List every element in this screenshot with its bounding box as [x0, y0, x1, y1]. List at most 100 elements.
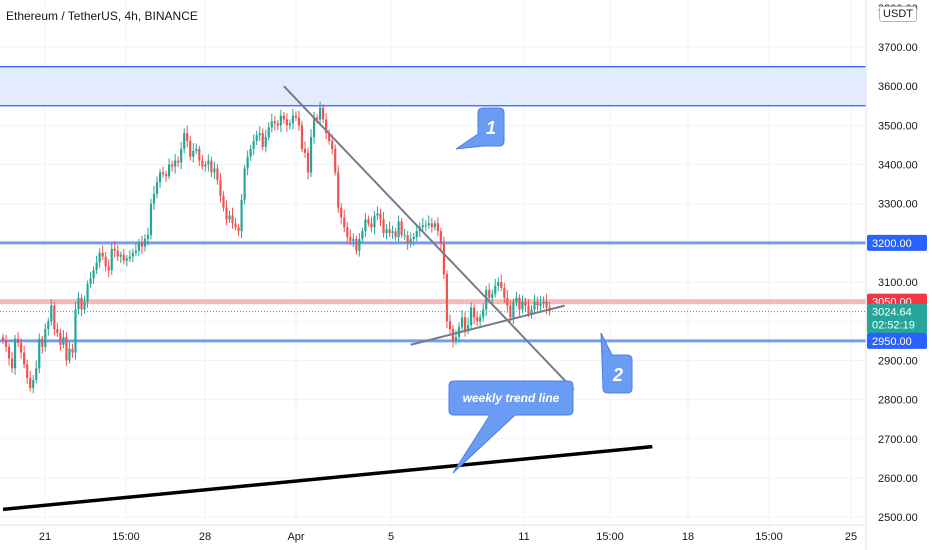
candle-body[interactable]	[276, 123, 279, 126]
candle-body[interactable]	[403, 235, 406, 237]
candle-body[interactable]	[177, 160, 180, 163]
candle-body[interactable]	[158, 172, 162, 183]
candle-body[interactable]	[65, 336, 68, 361]
candle-body[interactable]	[32, 380, 35, 388]
candle-body[interactable]	[355, 238, 358, 251]
candle-body[interactable]	[421, 225, 424, 228]
candle-body[interactable]	[125, 258, 128, 261]
candle-body[interactable]	[367, 219, 370, 224]
candle-body[interactable]	[364, 219, 367, 232]
candle-body[interactable]	[539, 303, 542, 306]
candle-body[interactable]	[216, 168, 219, 181]
candle-body[interactable]	[119, 254, 122, 257]
candle-body[interactable]	[524, 301, 527, 306]
candle-body[interactable]	[397, 221, 400, 238]
candle-body[interactable]	[189, 141, 192, 157]
candle-body[interactable]	[515, 297, 518, 302]
candle-body[interactable]	[219, 180, 222, 196]
candle-body[interactable]	[246, 156, 249, 169]
candle-body[interactable]	[312, 117, 316, 138]
candle-body[interactable]	[406, 235, 409, 243]
candle-body[interactable]	[213, 168, 216, 173]
candle-body[interactable]	[7, 346, 11, 359]
candle-body[interactable]	[146, 235, 150, 239]
candle-body[interactable]	[122, 254, 125, 261]
candle-body[interactable]	[13, 338, 17, 369]
candle-body[interactable]	[261, 133, 264, 147]
candle-body[interactable]	[47, 321, 50, 330]
candle-body[interactable]	[506, 297, 509, 306]
candle-body[interactable]	[143, 238, 147, 247]
candle-body[interactable]	[4, 340, 8, 347]
candle-body[interactable]	[210, 160, 213, 173]
candle-body[interactable]	[101, 252, 104, 257]
candle-body[interactable]	[309, 137, 313, 173]
candle-body[interactable]	[23, 352, 26, 365]
candle-body[interactable]	[237, 227, 240, 232]
candle-body[interactable]	[388, 229, 391, 234]
candle-body[interactable]	[442, 242, 446, 275]
candle-body[interactable]	[92, 270, 95, 279]
candle-body[interactable]	[204, 164, 207, 167]
candle-body[interactable]	[240, 199, 243, 232]
currency-unit-button[interactable]: USDT	[879, 6, 917, 22]
candle-body[interactable]	[491, 293, 494, 298]
candle-body[interactable]	[500, 282, 503, 288]
candle-body[interactable]	[201, 160, 204, 167]
candle-body[interactable]	[466, 325, 470, 332]
candle-body[interactable]	[231, 215, 234, 224]
candle-body[interactable]	[44, 329, 47, 347]
candle-body[interactable]	[494, 286, 497, 294]
candle-body[interactable]	[433, 223, 436, 228]
candle-body[interactable]	[340, 207, 343, 218]
candle-body[interactable]	[476, 317, 479, 322]
candle-body[interactable]	[228, 215, 231, 220]
trend-line-ascending[interactable]	[410, 304, 565, 346]
candle-body[interactable]	[249, 148, 252, 157]
candle-body[interactable]	[273, 121, 276, 124]
candle-body[interactable]	[222, 195, 225, 208]
candle-body[interactable]	[448, 321, 452, 330]
candle-body[interactable]	[68, 348, 71, 361]
candle-body[interactable]	[473, 307, 476, 318]
callout-1-bubble[interactable]	[455, 107, 505, 150]
candle-body[interactable]	[258, 133, 261, 136]
candle-body[interactable]	[77, 297, 80, 310]
candle-body[interactable]	[20, 342, 23, 353]
candle-body[interactable]	[17, 338, 20, 343]
candle-body[interactable]	[361, 231, 364, 239]
candle-body[interactable]	[104, 256, 107, 267]
candle-body[interactable]	[542, 301, 545, 304]
candle-body[interactable]	[300, 125, 304, 149]
candle-body[interactable]	[264, 137, 267, 147]
callouts[interactable]: 1 2 weekly trend line	[448, 107, 633, 474]
candle-body[interactable]	[252, 141, 255, 149]
candle-body[interactable]	[59, 333, 62, 345]
candle-body[interactable]	[331, 141, 334, 149]
candle-body[interactable]	[62, 336, 65, 345]
candle-body[interactable]	[334, 148, 337, 173]
candle-body[interactable]	[195, 148, 198, 151]
candle-body[interactable]	[373, 215, 376, 228]
candle-body[interactable]	[35, 368, 38, 381]
candle-body[interactable]	[427, 223, 430, 226]
candle-body[interactable]	[198, 148, 201, 161]
candle-body[interactable]	[358, 238, 361, 251]
candle-body[interactable]	[294, 115, 298, 118]
candle-body[interactable]	[288, 123, 291, 126]
candle-body[interactable]	[83, 301, 86, 310]
candle-body[interactable]	[376, 213, 379, 216]
candle-body[interactable]	[315, 117, 319, 120]
candle-body[interactable]	[488, 289, 491, 298]
candle-body[interactable]	[319, 107, 322, 120]
candle-body[interactable]	[436, 223, 439, 232]
candle-body[interactable]	[174, 160, 177, 167]
candle-body[interactable]	[509, 305, 512, 318]
candle-body[interactable]	[113, 248, 116, 251]
candle-body[interactable]	[306, 152, 310, 173]
candle-body[interactable]	[26, 364, 29, 379]
candle-body[interactable]	[149, 203, 153, 236]
candle-body[interactable]	[50, 305, 53, 322]
candle-body[interactable]	[161, 172, 165, 175]
candle-body[interactable]	[533, 301, 536, 310]
